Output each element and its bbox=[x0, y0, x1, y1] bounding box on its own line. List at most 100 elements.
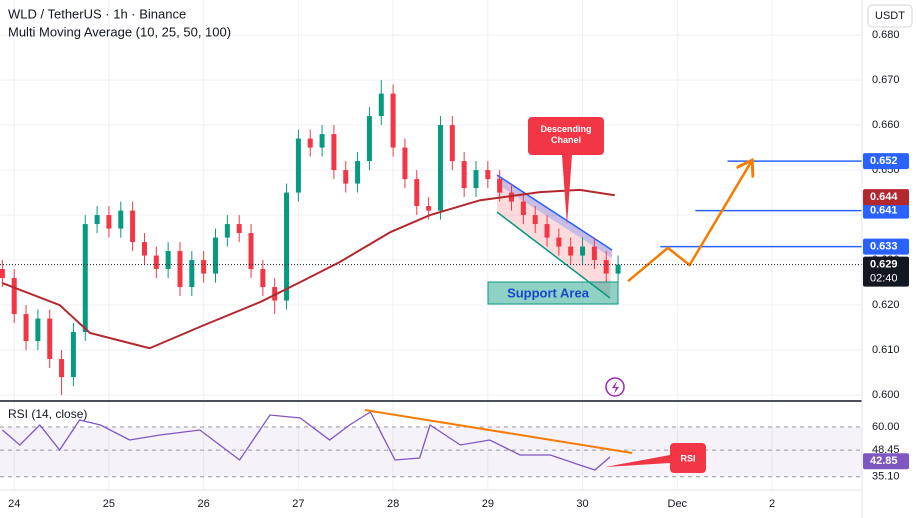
y-tick-label: 0.600 bbox=[872, 389, 900, 401]
alert-icon[interactable] bbox=[605, 377, 625, 397]
y-tick-label: 0.680 bbox=[872, 29, 900, 41]
candle-body bbox=[307, 138, 313, 148]
candle-body bbox=[106, 215, 112, 229]
candle-body bbox=[449, 125, 455, 162]
x-tick-label: 2 bbox=[769, 498, 775, 510]
candle-body bbox=[260, 269, 266, 288]
x-tick-label: 26 bbox=[198, 498, 210, 510]
x-tick-label: 27 bbox=[292, 498, 304, 510]
candle-body bbox=[11, 278, 17, 315]
moving-average bbox=[2, 188, 615, 350]
rsi-tick-label: 60.00 bbox=[872, 421, 900, 433]
y-tick-label: 0.670 bbox=[872, 74, 900, 86]
candle-body bbox=[0, 269, 5, 279]
currency-label: USDT bbox=[875, 10, 905, 22]
ma-tag bbox=[863, 189, 909, 206]
candle-body bbox=[23, 314, 29, 342]
channel-bottom bbox=[496, 211, 611, 299]
rsi-title: RSI (14, close) bbox=[8, 407, 87, 421]
candle-body bbox=[461, 161, 467, 189]
rsi-tag bbox=[863, 453, 909, 470]
candle-body bbox=[295, 138, 301, 193]
ma-tag-label: 0.644 bbox=[870, 191, 898, 203]
channel-label: Descending Chanel bbox=[540, 124, 592, 145]
candle-body bbox=[532, 215, 538, 225]
rsi-band bbox=[0, 426, 862, 478]
candle-body bbox=[580, 246, 586, 256]
candle-body bbox=[47, 318, 53, 360]
rsi-callout-label: RSI bbox=[680, 453, 695, 463]
projection bbox=[627, 160, 752, 283]
channel-callout-text: Descending Chanel bbox=[540, 124, 592, 145]
x-tick-label: 25 bbox=[103, 498, 115, 510]
candle-body bbox=[402, 147, 408, 180]
candle-body bbox=[603, 260, 609, 274]
candle-body bbox=[130, 210, 136, 243]
candle-body bbox=[485, 170, 491, 180]
axis: 24252627282930Dec20.6000.6100.6200.6300.… bbox=[8, 29, 909, 510]
candle-body bbox=[213, 237, 218, 274]
level-tag bbox=[863, 238, 909, 255]
level-tag-label: 0.652 bbox=[870, 155, 898, 167]
candle-body bbox=[141, 242, 147, 256]
candle-body bbox=[568, 246, 574, 256]
y-tick-label: 0.620 bbox=[872, 299, 900, 311]
currency-box[interactable] bbox=[867, 4, 913, 28]
candle-body bbox=[189, 260, 195, 288]
candle-body bbox=[177, 251, 183, 288]
candle-body bbox=[118, 210, 124, 229]
channel-band bbox=[497, 175, 612, 258]
y-tick-label: 0.660 bbox=[872, 119, 900, 131]
support-box bbox=[487, 281, 619, 305]
rsi-tag-label: 42.85 bbox=[870, 455, 898, 467]
rsi-trendline bbox=[364, 409, 633, 454]
candle-body bbox=[165, 251, 171, 270]
last-price-tag bbox=[863, 256, 909, 287]
support-label: Support Area bbox=[507, 285, 590, 300]
rsi-line bbox=[1, 411, 611, 471]
x-tick-label: 28 bbox=[387, 498, 399, 510]
rsi-tick-label: 48.45 bbox=[872, 444, 900, 456]
candle-body bbox=[615, 264, 621, 274]
chart-title: WLD / TetherUS · 1h · Binance bbox=[8, 6, 186, 21]
candle-body bbox=[473, 170, 479, 189]
y-tick-label: 0.610 bbox=[872, 344, 900, 356]
candle-body bbox=[509, 192, 515, 202]
candle-body bbox=[390, 93, 396, 148]
candle-body bbox=[544, 224, 550, 238]
candle-body bbox=[59, 359, 65, 378]
candle-body bbox=[284, 192, 290, 301]
candle-body bbox=[426, 206, 432, 211]
candle-body bbox=[153, 255, 159, 270]
candle-body bbox=[224, 224, 230, 238]
rsi-tick-label: 35.10 bbox=[872, 471, 900, 483]
candle-body bbox=[414, 179, 420, 207]
candle-body bbox=[355, 161, 361, 184]
candle-body bbox=[201, 260, 207, 274]
level-tag bbox=[863, 202, 909, 219]
alert-bolt bbox=[612, 381, 619, 394]
candle-body bbox=[82, 224, 88, 333]
x-tick-label: 24 bbox=[8, 498, 20, 510]
channel-top bbox=[496, 174, 613, 251]
candle-body bbox=[497, 179, 503, 193]
candle-body bbox=[331, 134, 337, 171]
x-tick-label: 30 bbox=[576, 498, 588, 510]
rsi-callout bbox=[605, 443, 706, 473]
x-tick-label: Dec bbox=[668, 498, 688, 510]
level-tag bbox=[863, 153, 909, 170]
candle-body bbox=[248, 233, 254, 270]
candle-body bbox=[366, 116, 372, 162]
candle-body bbox=[343, 170, 349, 184]
candle-body bbox=[520, 201, 526, 216]
candle-body bbox=[94, 215, 100, 225]
chart-subtitle: Multi Moving Average (10, 25, 50, 100) bbox=[8, 24, 231, 39]
candle-body bbox=[70, 332, 76, 378]
candle-body bbox=[556, 237, 562, 247]
candle-body bbox=[35, 318, 41, 342]
candle-body bbox=[378, 93, 384, 117]
x-tick-label: 29 bbox=[482, 498, 494, 510]
candle-body bbox=[319, 134, 325, 148]
candle-body bbox=[437, 125, 443, 211]
